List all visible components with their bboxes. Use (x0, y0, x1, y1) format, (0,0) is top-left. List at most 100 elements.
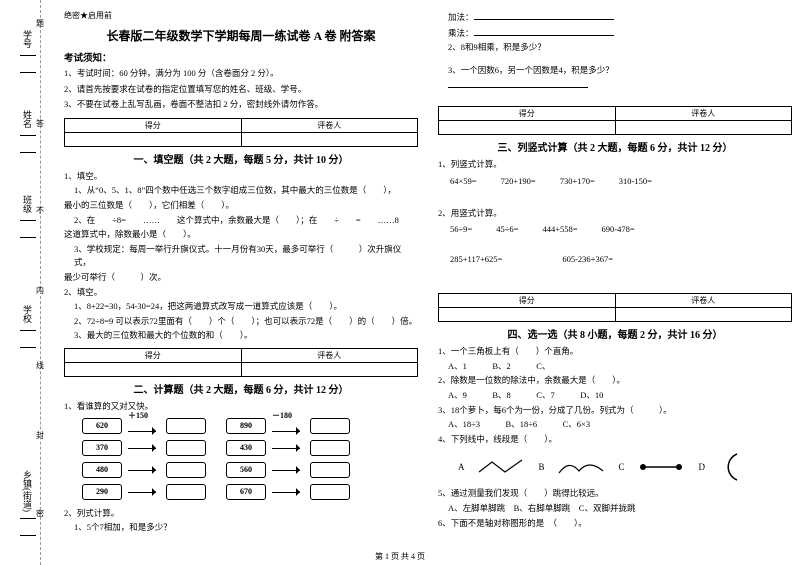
binding-mark: 密 (36, 508, 44, 519)
score-cell: 得分 (65, 118, 242, 132)
vert2-head: 2、用竖式计算。 (438, 207, 792, 221)
section-4-title: 四、选一选（共 8 小题，每题 2 分，共计 16 分） (438, 326, 792, 341)
choice-q2-opts: A、9 B、8 C、7 D、10 (438, 389, 792, 403)
secret-label: 绝密★启用前 (64, 10, 418, 21)
score-cell-blank (439, 120, 616, 134)
binding-underline (20, 535, 36, 536)
shape-label-a: A (458, 462, 465, 472)
q1-line: 最小的三位数是（ ），它们相差（ ）。 (64, 199, 418, 213)
binding-underline (20, 72, 36, 73)
binding-label-class: 班级 (24, 195, 34, 213)
binding-underline (20, 518, 36, 519)
paper-title: 长春版二年级数学下学期每周一练试卷 A 卷 附答案 (64, 27, 418, 44)
shape-label-c: C (619, 462, 625, 472)
calc-item: 285+117+625= (450, 254, 502, 264)
binding-label-id: 学号 (24, 30, 34, 48)
binding-label-name: 姓名 (24, 110, 34, 128)
col2-line: 乘法： (438, 26, 792, 41)
score-cell: 评卷人 (615, 106, 792, 120)
calc-item: 605-236+367= (562, 254, 613, 264)
score-table: 得分 评卷人 (438, 293, 792, 322)
binding-label-school: 学校 (24, 305, 34, 323)
binding-underline (20, 237, 36, 238)
notice-item: 1、考试时间：60 分钟，满分为 100 分（含卷面分 2 分）。 (64, 67, 418, 81)
score-cell-blank (241, 362, 418, 376)
calc-item: 730+170= (560, 176, 595, 186)
score-cell-blank (615, 308, 792, 322)
calc1-head: 1、看谁算的又对又快。 (64, 400, 418, 414)
calc-item: 56÷9= (450, 224, 472, 234)
score-cell: 评卷人 (615, 294, 792, 308)
binding-underline (20, 135, 36, 136)
calc-box: 480 (82, 462, 122, 478)
shape-options: A B C D (458, 452, 792, 482)
col2-line: 加法： (438, 10, 792, 25)
calc-row: 285+117+625= 605-236+367= (450, 254, 792, 264)
binding-underline (20, 347, 36, 348)
page-footer: 第 1 页 共 4 页 (0, 551, 800, 562)
binding-mark: 封 (36, 430, 44, 441)
left-column: 绝密★启用前 长春版二年级数学下学期每周一练试卷 A 卷 附答案 考试须知： 1… (64, 10, 418, 561)
calc-diagram-row: 620 ＋150 890 －180 (82, 418, 418, 434)
notice-item: 2、请首先按要求在试卷的指定位置填写您的姓名、班级、学号。 (64, 83, 418, 97)
calc-box-empty (310, 484, 350, 500)
q1-line: 最少可举行（ ）次。 (64, 271, 418, 285)
score-cell: 评卷人 (241, 118, 418, 132)
binding-mark: 不 (36, 205, 44, 216)
page-content: 绝密★启用前 长春版二年级数学下学期每周一练试卷 A 卷 附答案 考试须知： 1… (60, 0, 800, 565)
q1-line: 这道算式中，除数最小是（ ）。 (64, 228, 418, 242)
calc-box: 290 (82, 484, 122, 500)
arrow-icon (128, 447, 160, 449)
calc-box-empty (166, 462, 206, 478)
calc-box: 890 (226, 418, 266, 434)
arrow-icon (272, 469, 304, 471)
binding-label-town: 乡镇(街道) (24, 470, 34, 512)
choice-q5-opts: A、左脚单脚跳 B、右脚单脚跳 C、双脚并拢跳 (438, 502, 792, 516)
shape-label-d: D (699, 462, 706, 472)
binding-margin: 学号 姓名 班级 学校 乡镇(街道) 题 答 不 内 线 封 密 (0, 0, 60, 565)
notice-heading: 考试须知： (64, 50, 418, 64)
choice-q3-opts: A、18÷3 B、18÷6 C、6×3 (438, 418, 792, 432)
shape-label-b: B (539, 462, 545, 472)
score-cell-blank (439, 308, 616, 322)
score-table: 得分 评卷人 (438, 106, 792, 135)
underline-blank (474, 26, 614, 36)
binding-underline (20, 55, 36, 56)
calc-diagram-row: 370 430 (82, 440, 418, 456)
score-cell: 评卷人 (241, 348, 418, 362)
choice-q5: 5、通过测量我们发现（ ）跳得比较远。 (438, 487, 792, 501)
calc-box-empty (310, 418, 350, 434)
calc-diagram-row: 480 560 (82, 462, 418, 478)
notice-item: 3、不要在试卷上乱写乱画，卷面不整洁扣 2 分，密封线外请勿作答。 (64, 98, 418, 112)
arrow-icon (272, 447, 304, 449)
q1-line: 1、从“0、5、1、8”四个数中任选三个数字组成三位数，其中最大的三位数是（ ）… (64, 184, 418, 198)
right-column: 加法： 乘法： 2、8和9相乘，积是多少？ 3、一个因数6，另一个因数是4，积是… (438, 10, 792, 561)
calc-box-empty (166, 484, 206, 500)
score-table: 得分 评卷人 (64, 348, 418, 377)
calc2-line: 1、5个7相加，和是多少？ (64, 521, 418, 535)
score-cell: 得分 (439, 294, 616, 308)
score-cell: 得分 (65, 348, 242, 362)
calc-item: 444+558= (542, 224, 577, 234)
q1-head: 1、填空。 (64, 170, 418, 184)
arrow-icon (128, 491, 160, 493)
shape-d-icon (717, 452, 747, 482)
calc-box-empty (166, 418, 206, 434)
q2-line: 1、8+22=30，54-30=24，把这两道算式改写成一道算式应该是（ ）。 (64, 300, 418, 314)
calc-item: 64×59= (450, 176, 477, 186)
op-label: －180 (272, 410, 304, 421)
score-cell-blank (615, 120, 792, 134)
q2-line: 2、72÷8=9 可以表示72里面有（ ）个（ ）；也可以表示72是（ ）的（ … (64, 315, 418, 329)
arrow-icon (128, 430, 160, 432)
calc-item: 690-478= (602, 224, 635, 234)
col2-line: 2、8和9相乘，积是多少？ (438, 41, 792, 55)
vert1-head: 1、列竖式计算。 (438, 158, 792, 172)
calc2-head: 2、列式计算。 (64, 507, 418, 521)
q2-line: 3、最大的三位数和最大的个位数的和（ ）。 (64, 329, 418, 343)
section-2-title: 二、计算题（共 2 大题，每题 6 分，共计 12 分） (64, 381, 418, 396)
score-table: 得分 评卷人 (64, 118, 418, 147)
q1-line: 3、学校规定：每周一举行升旗仪式。十一月份有30天，最多可举行（ ）次升旗仪式， (64, 243, 418, 270)
calc-row: 56÷9= 45÷6= 444+558= 690-478= (450, 224, 792, 234)
section-1-title: 一、填空题（共 2 大题，每题 5 分，共计 10 分） (64, 151, 418, 166)
binding-dashed-line (40, 0, 41, 565)
